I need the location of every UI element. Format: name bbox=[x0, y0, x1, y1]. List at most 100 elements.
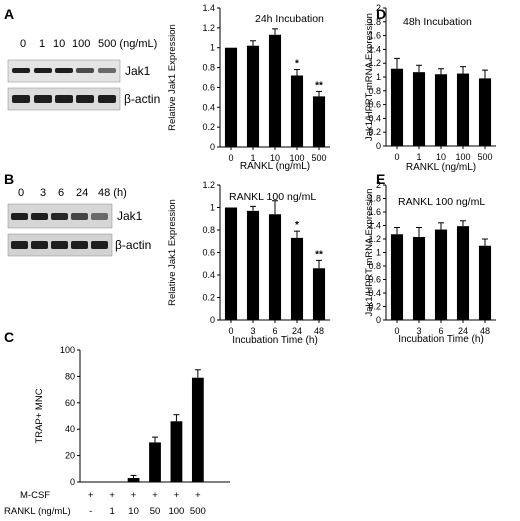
panel-letter-e: E bbox=[376, 171, 385, 187]
bar bbox=[312, 268, 326, 320]
blot-a-lane-label: 10 bbox=[53, 38, 65, 50]
blot-a-actin-label: β-actin bbox=[124, 92, 160, 106]
panel-letter-a: A bbox=[4, 6, 14, 22]
y-axis-label: Relative Jak1 Expression bbox=[167, 24, 178, 131]
x-axis-label: Incubation Time (h) bbox=[398, 334, 484, 345]
rankl-cell: 10 bbox=[128, 506, 139, 517]
blot-a-actin-band bbox=[34, 95, 52, 103]
y-tick-label: 0 bbox=[376, 315, 381, 325]
bar bbox=[312, 96, 326, 147]
blot-a-lane-label: 1 bbox=[39, 38, 45, 50]
y-tick-label: 0.4 bbox=[368, 113, 381, 123]
x-tick-label: 3 bbox=[250, 326, 255, 336]
y-tick-label: 1 bbox=[376, 72, 381, 82]
bar bbox=[478, 245, 492, 320]
blot-a-jak1-band bbox=[76, 68, 94, 73]
chart-title: 24h Incubation bbox=[255, 13, 324, 25]
blot-a-lane-label: 500 (ng/mL) bbox=[98, 38, 157, 50]
blot-a-lane-label: 0 bbox=[20, 38, 26, 50]
y-tick-label: 0.6 bbox=[202, 82, 215, 92]
y-tick-label: 1.4 bbox=[202, 3, 215, 13]
mcsf-cell: + bbox=[195, 490, 201, 501]
y-tick-label: 0.4 bbox=[368, 288, 381, 298]
bar bbox=[224, 47, 238, 147]
y-tick-label: 1.2 bbox=[202, 180, 215, 190]
y-tick-label: 0.8 bbox=[202, 63, 215, 73]
blot-b-jak1-band bbox=[91, 213, 108, 220]
mcsf-cell: + bbox=[152, 490, 158, 501]
y-tick-label: 1.6 bbox=[368, 31, 381, 41]
y-tick-label: 1.2 bbox=[368, 234, 381, 244]
bar-chart-b: 0 0.2 0.4 0.6 0.8 1 1.2 0 3 6 * 24 ** 48 RANKL 100 ng/… bbox=[167, 180, 330, 346]
blot-b-actin-band bbox=[51, 241, 68, 249]
panel-letter-b: B bbox=[4, 171, 14, 187]
blot-a-jak1-band bbox=[34, 68, 52, 73]
x-tick-label: 24 bbox=[458, 326, 468, 336]
x-axis-label: RANKL (ng/mL) bbox=[240, 161, 310, 172]
bar bbox=[246, 45, 260, 147]
x-tick-label: 48 bbox=[314, 326, 324, 336]
chart-title: RANKL 100 ng/mL bbox=[229, 191, 316, 203]
blot-b-lane-label: 48 (h) bbox=[98, 187, 127, 199]
panel-letter-d: D bbox=[376, 6, 386, 22]
y-tick-label: 0.8 bbox=[368, 261, 381, 271]
rankl-cell: 500 bbox=[190, 506, 206, 517]
bar bbox=[456, 226, 470, 320]
y-tick-label: 1.2 bbox=[368, 58, 381, 68]
bar bbox=[390, 234, 404, 320]
bar bbox=[478, 78, 492, 146]
y-tick-label: 0.6 bbox=[368, 275, 381, 285]
blot-a-jak1-band bbox=[55, 68, 73, 73]
blot-b-lane-label: 3 bbox=[40, 187, 46, 199]
significance-marker: * bbox=[295, 59, 299, 70]
blot-a-actin-band bbox=[55, 95, 73, 103]
y-tick-label: 1.4 bbox=[368, 44, 381, 54]
x-tick-label: 100 bbox=[289, 153, 304, 163]
y-tick-label: 0.6 bbox=[368, 100, 381, 110]
y-tick-label: 100 bbox=[60, 345, 75, 355]
bar bbox=[290, 75, 304, 147]
x-tick-label: 48 bbox=[480, 326, 490, 336]
blot-b-actin-band bbox=[31, 241, 48, 249]
blot-a-jak1-label: Jak1 bbox=[125, 64, 151, 78]
rankl-cell: 50 bbox=[150, 506, 161, 517]
bar bbox=[434, 229, 448, 320]
blot-a-actin-band bbox=[76, 95, 94, 103]
y-tick-label: 0.2 bbox=[202, 122, 215, 132]
y-tick-label: 0 bbox=[210, 315, 215, 325]
mcsf-cell: + bbox=[131, 490, 137, 501]
bar bbox=[170, 421, 183, 482]
mcsf-cell: + bbox=[174, 490, 180, 501]
blot-b-actin-label: β-actin bbox=[115, 238, 151, 252]
blot-a-actin-band bbox=[12, 95, 30, 103]
x-axis-label: RANKL (ng/mL) bbox=[406, 162, 476, 173]
bar bbox=[390, 68, 404, 146]
x-tick-label: 3 bbox=[416, 326, 421, 336]
y-tick-label: 0 bbox=[210, 142, 215, 152]
rankl-cell: 1 bbox=[109, 506, 114, 517]
x-tick-label: 0 bbox=[394, 152, 399, 162]
y-tick-label: 80 bbox=[65, 371, 75, 381]
y-tick-label: 1.4 bbox=[368, 221, 381, 231]
x-tick-label: 10 bbox=[270, 153, 280, 163]
x-tick-label: 0 bbox=[228, 326, 233, 336]
y-tick-label: 60 bbox=[65, 398, 75, 408]
y-tick-label: 1.8 bbox=[368, 194, 381, 204]
significance-marker: ** bbox=[315, 249, 323, 260]
x-tick-label: 10 bbox=[436, 152, 446, 162]
bar bbox=[456, 73, 470, 146]
blot-a-jak1-band bbox=[98, 68, 116, 73]
x-tick-label: 0 bbox=[228, 153, 233, 163]
y-tick-label: 0.8 bbox=[202, 225, 215, 235]
significance-marker: * bbox=[295, 220, 299, 231]
y-tick-label: 1.2 bbox=[202, 23, 215, 33]
blot-b-jak1-label: Jak1 bbox=[117, 209, 143, 223]
x-tick-label: 100 bbox=[455, 152, 470, 162]
bar bbox=[434, 74, 448, 146]
bar-chart-e: 0 0.2 0.4 0.6 0.8 1 1.2 1.4 1.6 1.8 2 0 3 6 24 48 RANKL … bbox=[364, 180, 496, 345]
y-axis-label: TRAP+ MNC bbox=[34, 388, 45, 443]
blot-b-lane-label: 6 bbox=[58, 187, 64, 199]
y-tick-label: 0.2 bbox=[368, 127, 381, 137]
significance-marker: ** bbox=[315, 80, 323, 91]
blot-b-actin-band bbox=[11, 241, 28, 249]
